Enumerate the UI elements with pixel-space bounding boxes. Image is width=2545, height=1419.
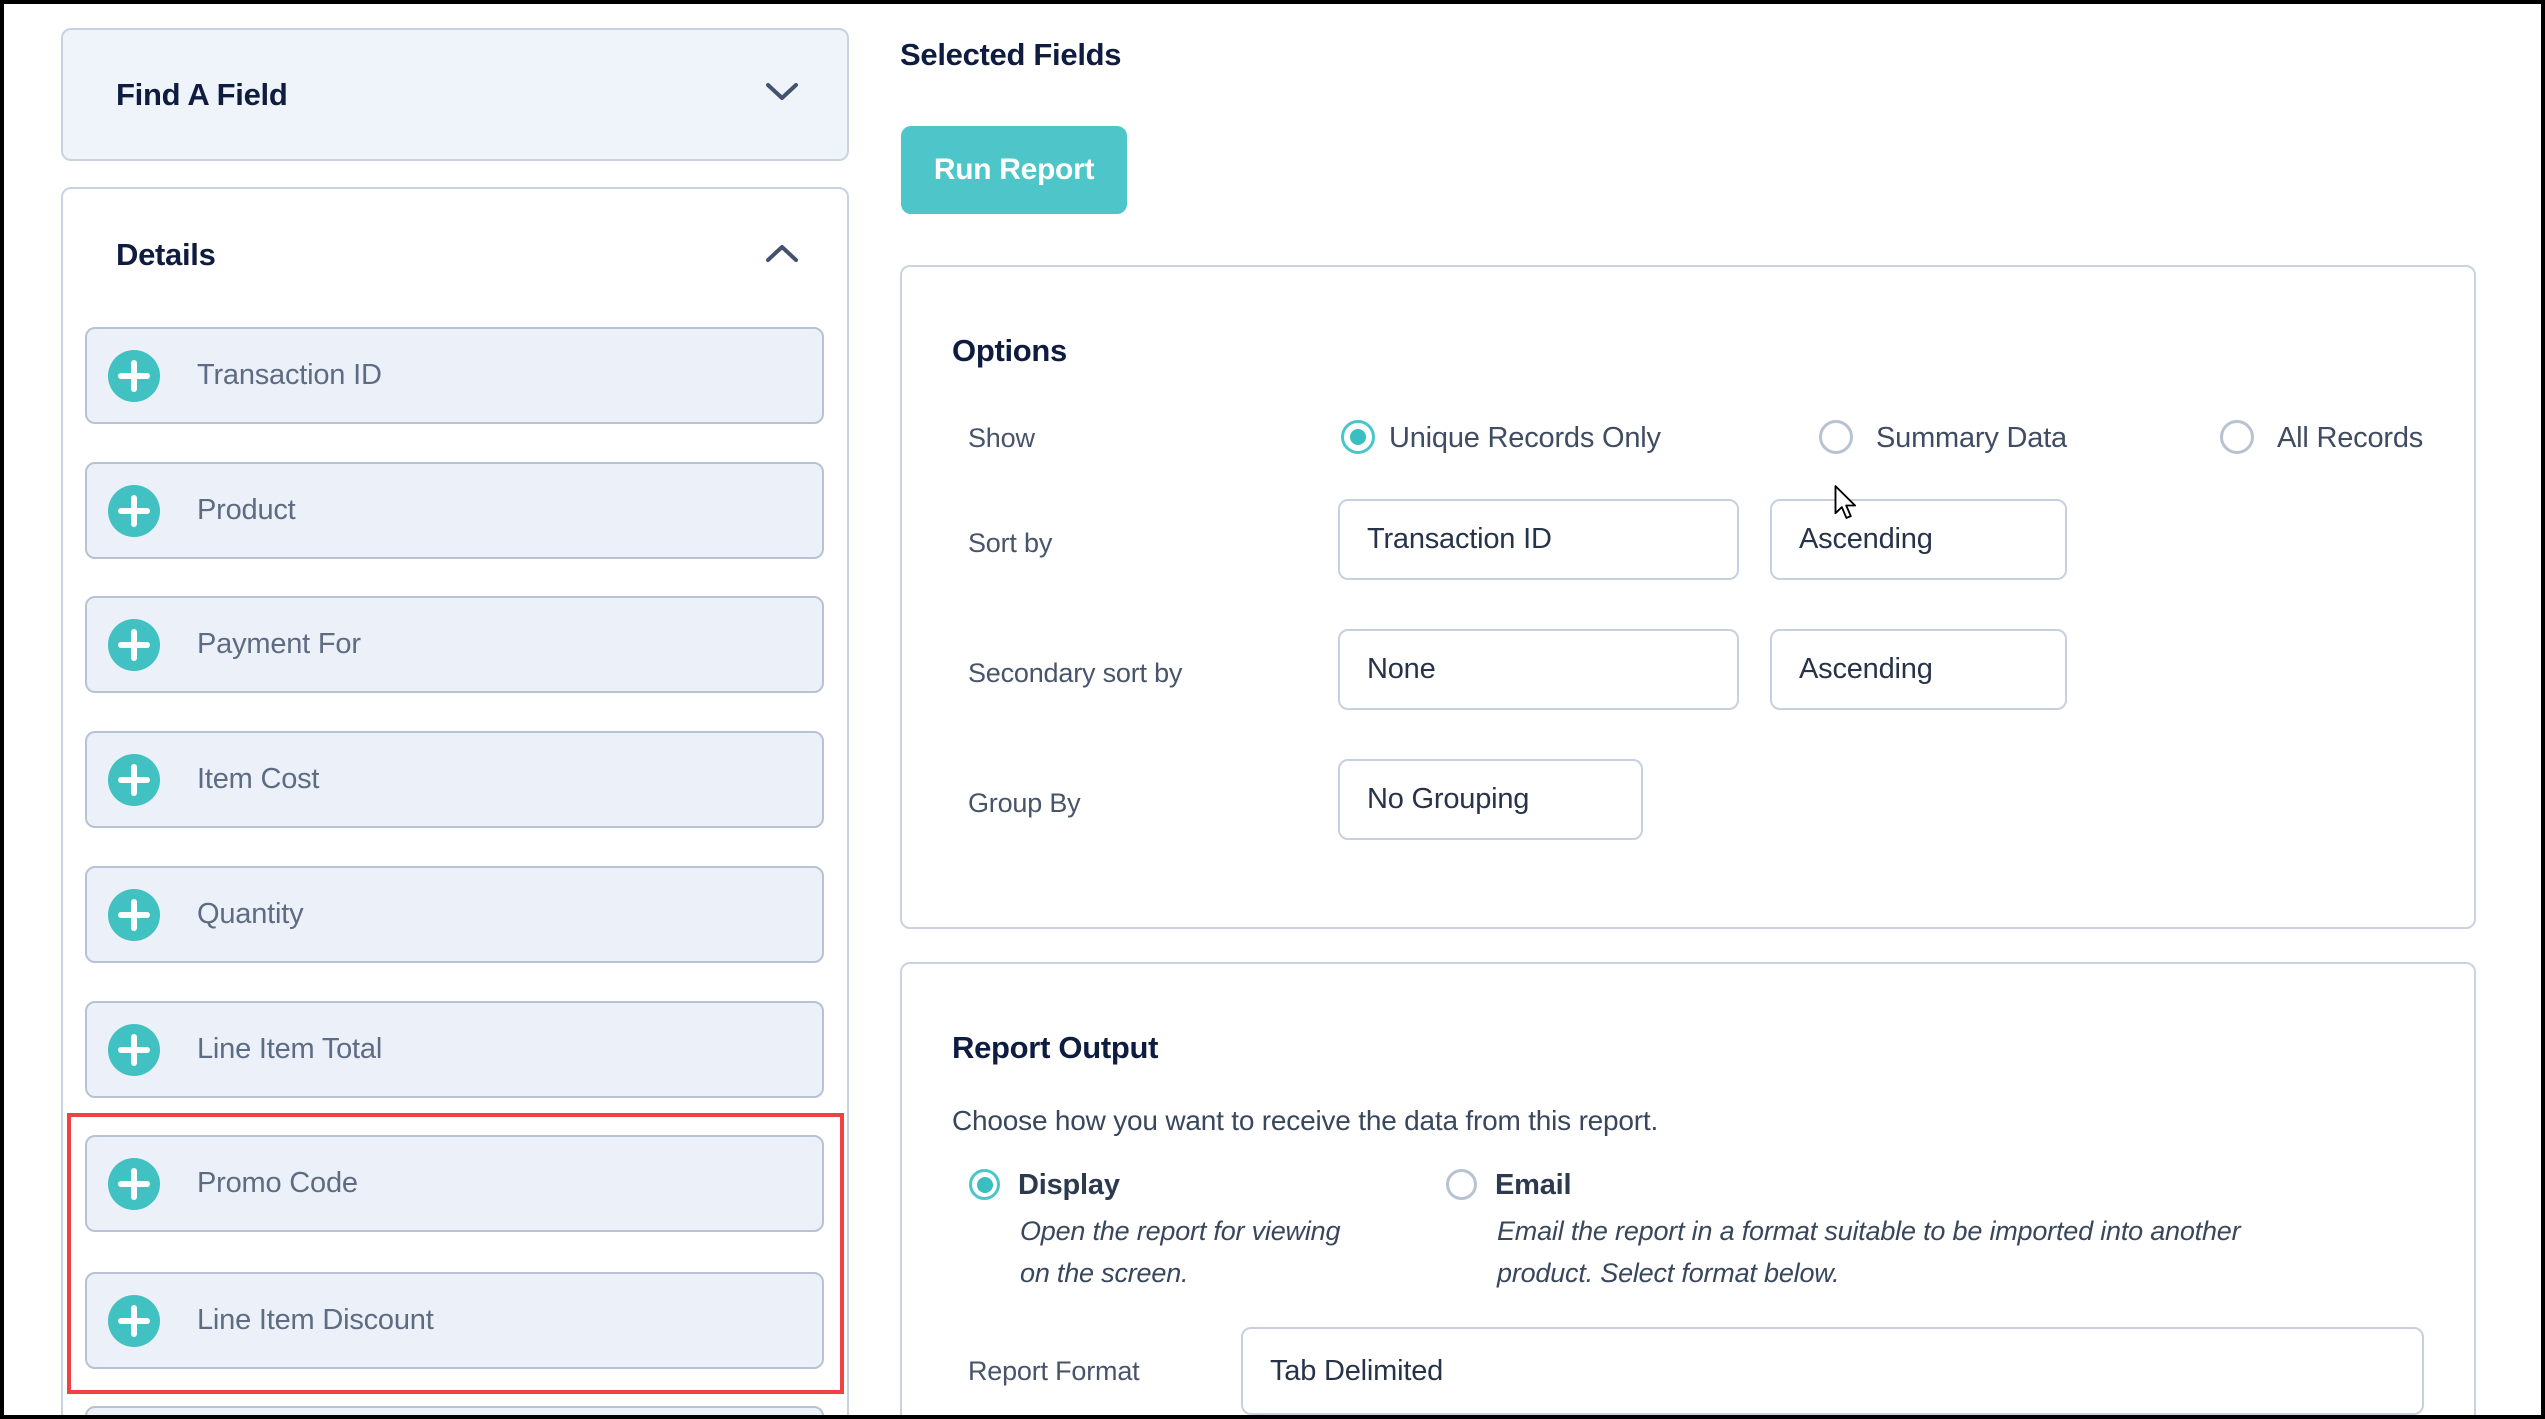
radio-email[interactable]	[1446, 1169, 1477, 1200]
field-item-promo-code[interactable]: Promo Code	[85, 1135, 824, 1232]
field-item-label: Quantity	[197, 898, 304, 930]
plus-icon[interactable]	[108, 618, 160, 671]
display-description-line1: Open the report for viewing	[1020, 1216, 1341, 1246]
details-section-header[interactable]: Details	[63, 189, 847, 321]
show-label: Show	[968, 423, 1035, 453]
chevron-up-icon	[765, 243, 799, 268]
field-item-line-item-total[interactable]: Line Item Total	[85, 1001, 824, 1098]
field-item-transaction-id[interactable]: Transaction ID	[85, 327, 824, 424]
report-format-select[interactable]: Tab Delimited	[1241, 1327, 2424, 1415]
plus-icon[interactable]	[108, 888, 160, 941]
plus-icon[interactable]	[108, 1157, 160, 1210]
display-description: Open the report for viewing on the scree…	[1020, 1210, 1340, 1294]
field-item-quantity[interactable]: Quantity	[85, 866, 824, 963]
details-section: Details Transaction ID Product Payment F…	[61, 187, 849, 1415]
plus-icon[interactable]	[108, 1294, 160, 1347]
report-format-label: Report Format	[968, 1356, 1140, 1386]
find-a-field-dropdown[interactable]: Find A Field	[61, 28, 849, 161]
plus-icon[interactable]	[108, 753, 160, 806]
radio-all-records[interactable]	[2220, 420, 2254, 454]
field-item-label: Promo Code	[197, 1167, 358, 1199]
field-item-payment-for[interactable]: Payment For	[85, 596, 824, 693]
field-item-item-cost[interactable]: Item Cost	[85, 731, 824, 828]
field-item-label: Transaction ID	[197, 359, 382, 391]
radio-label-all-records[interactable]: All Records	[2277, 422, 2424, 454]
sort-by-direction-select[interactable]: Ascending	[1770, 499, 2067, 580]
radio-dot	[1350, 429, 1366, 445]
radio-unique-records-only[interactable]	[1341, 420, 1375, 454]
radio-label-email[interactable]: Email	[1495, 1169, 1572, 1201]
radio-label-display[interactable]: Display	[1018, 1169, 1120, 1201]
field-item-label: Item Cost	[197, 763, 320, 795]
radio-summary-data[interactable]	[1819, 420, 1853, 454]
field-item-label: Product	[197, 494, 296, 526]
report-output-panel: Report Output Choose how you want to rec…	[900, 962, 2476, 1415]
radio-dot	[976, 1176, 993, 1193]
sort-by-label: Sort by	[968, 528, 1053, 558]
chevron-down-icon	[765, 82, 799, 107]
field-item-label: Payment For	[197, 628, 361, 660]
field-item-label: Line Item Total	[197, 1033, 383, 1065]
group-by-select[interactable]: No Grouping	[1338, 759, 1643, 840]
email-description-line1: Email the report in a format suitable to…	[1497, 1216, 2241, 1246]
run-report-button[interactable]: Run Report	[901, 126, 1127, 214]
plus-icon[interactable]	[108, 349, 160, 402]
secondary-sort-field-select[interactable]: None	[1338, 629, 1739, 710]
email-description-line2: product. Select format below.	[1497, 1258, 1840, 1288]
sort-by-field-select[interactable]: Transaction ID	[1338, 499, 1739, 580]
field-item-partial[interactable]	[85, 1406, 824, 1415]
display-description-line2: on the screen.	[1020, 1258, 1189, 1288]
secondary-sort-direction-select[interactable]: Ascending	[1770, 629, 2067, 710]
find-a-field-label: Find A Field	[116, 76, 288, 112]
plus-icon[interactable]	[108, 484, 160, 537]
report-output-description: Choose how you want to receive the data …	[952, 1105, 1659, 1136]
secondary-sort-by-label: Secondary sort by	[968, 658, 1183, 688]
report-output-heading: Report Output	[952, 1030, 1159, 1065]
options-panel: Options Show Unique Records Only Summary…	[900, 265, 2476, 929]
radio-label-unique-records-only[interactable]: Unique Records Only	[1389, 422, 1661, 454]
radio-label-summary-data[interactable]: Summary Data	[1876, 422, 2067, 454]
details-label: Details	[116, 237, 216, 272]
email-description: Email the report in a format suitable to…	[1497, 1210, 2241, 1294]
options-heading: Options	[952, 333, 1067, 368]
field-item-line-item-discount[interactable]: Line Item Discount	[85, 1272, 824, 1369]
group-by-label: Group By	[968, 788, 1081, 818]
plus-icon[interactable]	[108, 1023, 160, 1076]
radio-display[interactable]	[969, 1169, 1000, 1200]
page-title: Selected Fields	[900, 37, 1122, 72]
field-item-label: Line Item Discount	[197, 1304, 434, 1336]
field-item-product[interactable]: Product	[85, 462, 824, 559]
